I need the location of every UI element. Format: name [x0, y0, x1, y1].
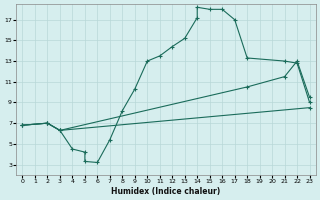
X-axis label: Humidex (Indice chaleur): Humidex (Indice chaleur): [111, 187, 221, 196]
